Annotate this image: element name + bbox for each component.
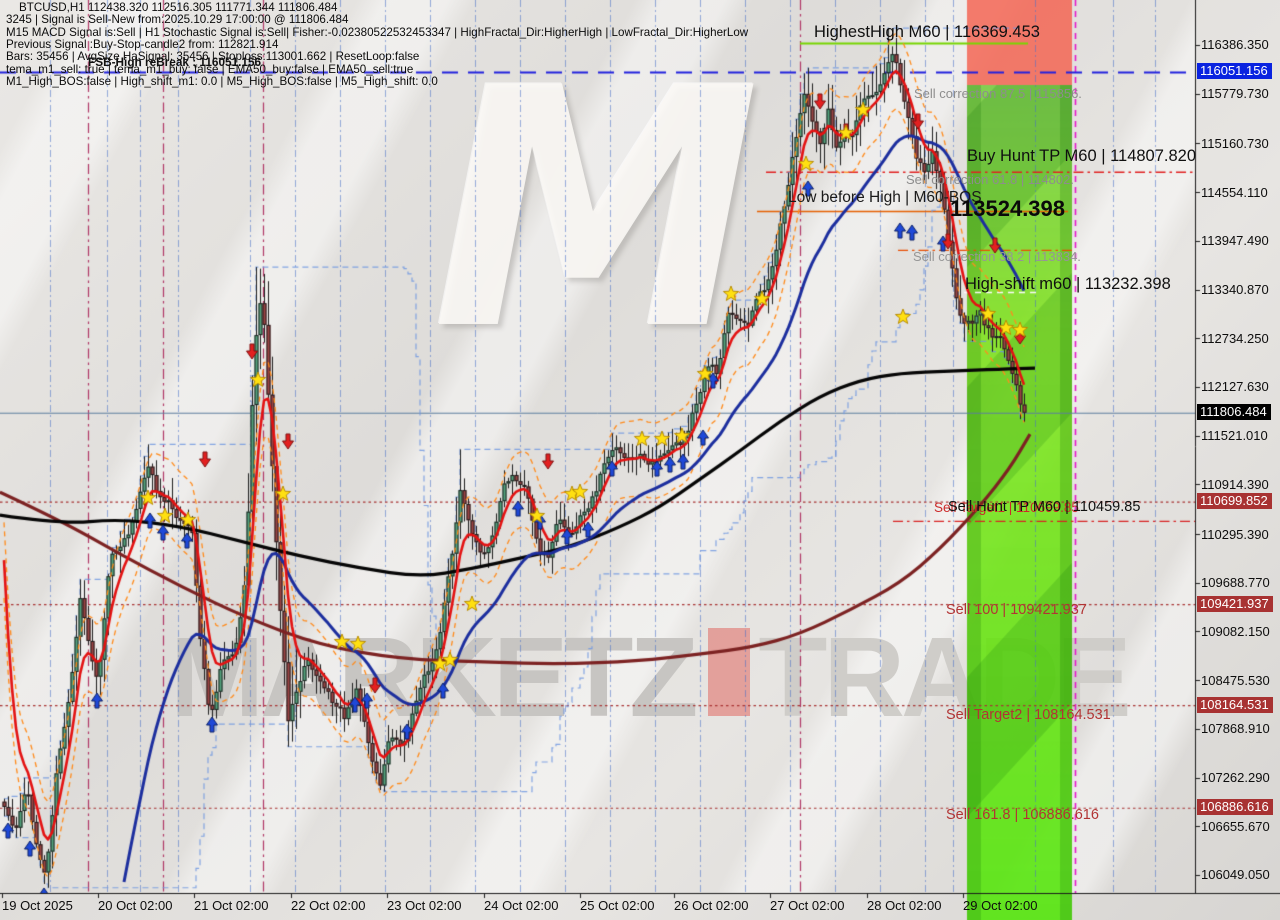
time-axis-label: 28 Oct 02:00	[867, 898, 942, 913]
price-axis-label: 112734.250	[1201, 330, 1269, 346]
price-axis-label: 106049.050	[1201, 867, 1270, 883]
price-axis-label: 106655.670	[1201, 818, 1270, 834]
price-axis-label: 112127.630	[1201, 379, 1269, 395]
time-axis-label: 25 Oct 02:00	[580, 898, 655, 913]
time-axis-label: 23 Oct 02:00	[387, 898, 462, 913]
price-axis-label: 116386.350	[1201, 37, 1269, 53]
price-axis-label: 115779.730	[1201, 86, 1269, 102]
price-axis-label: 109688.770	[1201, 575, 1270, 591]
time-axis-label: 22 Oct 02:00	[291, 898, 366, 913]
price-level-badge: 111806.484	[1197, 404, 1271, 421]
time-axis-label: 26 Oct 02:00	[674, 898, 749, 913]
price-level-badge: 109421.937	[1197, 595, 1273, 612]
price-axis-label: 110295.390	[1201, 526, 1269, 542]
price-level-badge: 116051.156	[1197, 63, 1272, 80]
price-level-badge: 108164.531	[1197, 696, 1273, 713]
price-axis-label: 107262.290	[1201, 770, 1270, 786]
price-axis-label: 109082.150	[1201, 623, 1270, 639]
time-axis-label: 27 Oct 02:00	[770, 898, 845, 913]
price-axis-label: 115160.730	[1201, 135, 1269, 151]
time-axis-label: 21 Oct 02:00	[194, 898, 269, 913]
price-axis-label: 110914.390	[1201, 476, 1269, 492]
price-axis-label: 111521.010	[1201, 428, 1268, 444]
time-axis-label: 29 Oct 02:00	[963, 898, 1038, 913]
price-axis-label: 108475.530	[1201, 672, 1270, 688]
time-axis-label: 20 Oct 02:00	[98, 898, 173, 913]
price-axis-label: 113340.870	[1201, 282, 1269, 298]
price-level-badge: 106886.616	[1197, 799, 1273, 816]
price-axis-label: 107868.910	[1201, 721, 1270, 737]
time-axis-label: 19 Oct 2025	[2, 898, 73, 913]
time-axis-label: 24 Oct 02:00	[484, 898, 559, 913]
price-axis-label: 113947.490	[1201, 233, 1269, 249]
price-level-badge: 110699.852	[1197, 493, 1272, 510]
price-axis-label: 114554.110	[1201, 184, 1268, 200]
